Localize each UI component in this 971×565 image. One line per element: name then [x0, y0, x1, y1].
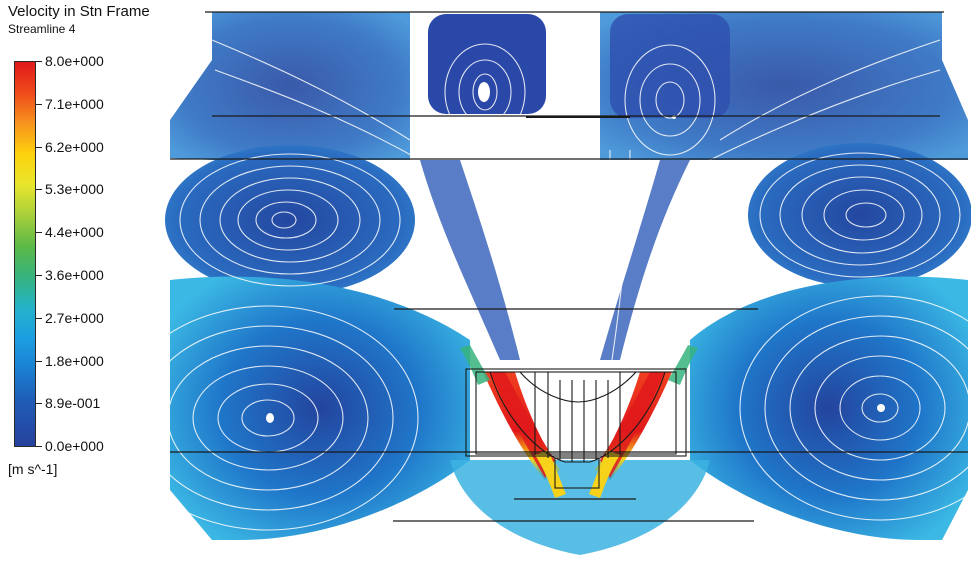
color-bar-tick: [36, 104, 42, 105]
lower-center-region: [450, 460, 710, 555]
color-bar-tick: [36, 232, 42, 233]
center-channel-left: [420, 160, 520, 360]
color-bar-tick-label: 0.0e+000: [45, 438, 104, 454]
center-channel-right: [600, 160, 690, 360]
legend-units: [m s^-1]: [8, 461, 58, 477]
color-bar-tick-label: 7.1e+000: [45, 96, 104, 112]
top-left-eddy-region: [428, 14, 546, 114]
color-bar-tick-label: 6.2e+000: [45, 139, 104, 155]
color-bar-tick: [36, 275, 42, 276]
color-bar-tick: [36, 318, 42, 319]
color-bar-tick: [36, 446, 42, 447]
impeller-geometry: [465, 368, 687, 489]
color-bar-tick-label: 8.9e-001: [45, 395, 101, 411]
color-bar-tick: [36, 61, 42, 62]
color-bar-tick-label: 8.0e+000: [45, 53, 104, 69]
lower-right-region: [690, 276, 968, 540]
mid-left-vortex-region: [165, 145, 415, 295]
flow-domain: [165, 12, 971, 555]
domain-lines: [170, 11, 968, 522]
color-bar-tick-label: 5.3e+000: [45, 181, 104, 197]
streamlines: [117, 39, 971, 531]
top-right-eddy-region: [610, 14, 730, 118]
color-bar: [14, 61, 36, 447]
color-bar-tick-label: 3.6e+000: [45, 267, 104, 283]
color-bar-tick-label: 1.8e+000: [45, 353, 104, 369]
lower-left-region: [170, 276, 470, 540]
legend-subtitle: Streamline 4: [8, 22, 76, 36]
color-bar-tick-label: 4.4e+000: [45, 224, 104, 240]
color-bar-tick: [36, 147, 42, 148]
color-bar-tick-label: 2.7e+000: [45, 310, 104, 326]
color-bar-tick: [36, 189, 42, 190]
vortex-cores: [266, 82, 885, 423]
color-bar-tick: [36, 403, 42, 404]
upper-left-region: [170, 12, 410, 160]
color-bar-tick: [36, 361, 42, 362]
legend-title: Velocity in Stn Frame: [8, 3, 150, 20]
